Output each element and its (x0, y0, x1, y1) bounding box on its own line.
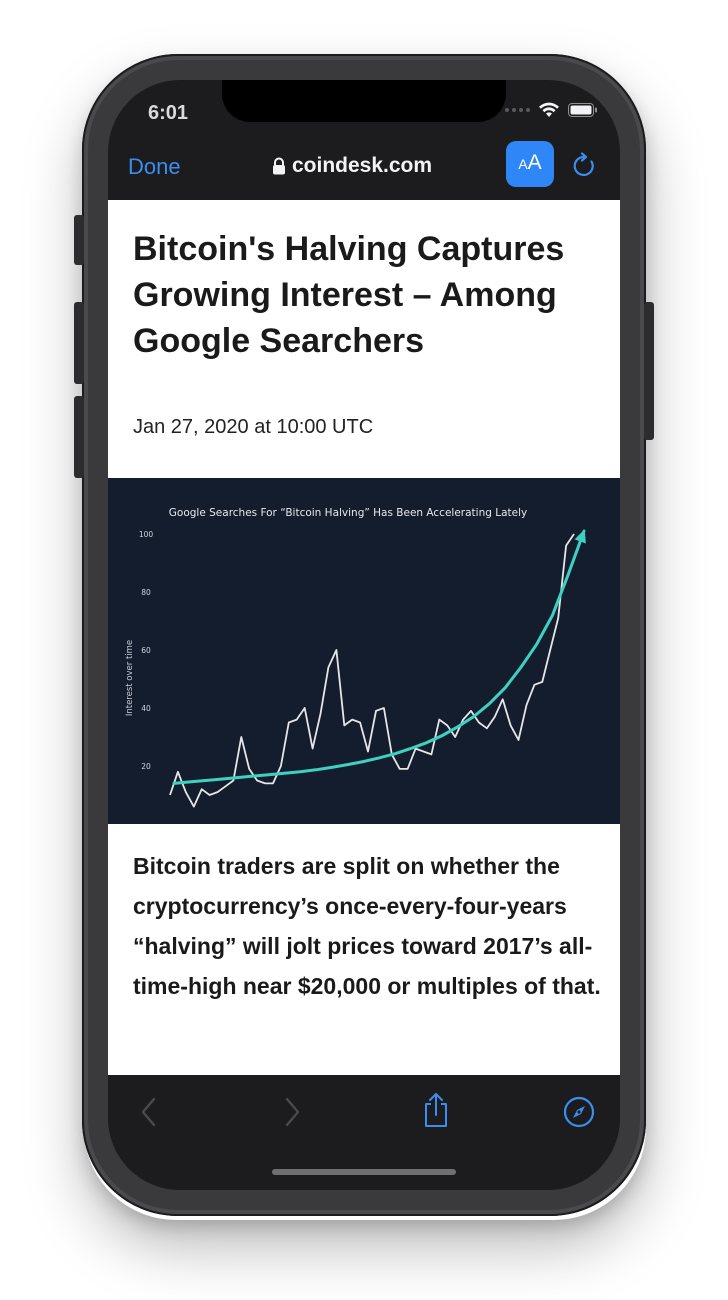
article-lead: Bitcoin traders are split on whether the… (133, 853, 601, 999)
battery-icon (568, 103, 598, 117)
reload-button[interactable] (570, 152, 598, 180)
done-button[interactable]: Done (128, 154, 181, 179)
chevron-right-icon (280, 1097, 304, 1132)
forward-button[interactable] (280, 1095, 304, 1132)
signal-icon (505, 108, 530, 112)
text-size-large-label: A (527, 151, 542, 174)
url-text: coindesk.com (292, 154, 433, 177)
chart-trend-arrowhead (574, 529, 586, 544)
chart-y-axis-label: Interest over time (125, 640, 135, 716)
status-time: 6:01 (148, 102, 189, 124)
chart-y-tick-label: 80 (141, 588, 151, 597)
article-content: Bitcoin's Halving Captures Growing Inter… (108, 200, 620, 1075)
power-button (644, 302, 654, 440)
volume-up-button (74, 302, 84, 384)
article-headline: Bitcoin's Halving Captures Growing Inter… (133, 230, 565, 360)
text-size-small-label: A (518, 156, 528, 172)
volume-down-button (74, 396, 84, 478)
screen: 6:01 Done (108, 80, 620, 1190)
chart-y-tick-label: 100 (139, 530, 154, 539)
home-indicator (272, 1169, 456, 1175)
back-button[interactable] (138, 1095, 162, 1132)
share-button[interactable] (420, 1091, 452, 1132)
browser-toolbar (108, 1075, 620, 1190)
status-icons (505, 102, 598, 118)
compass-icon (562, 1096, 596, 1132)
mute-switch (74, 215, 84, 265)
chart-y-tick-label: 60 (141, 646, 151, 655)
chart-trend-line (172, 529, 586, 785)
share-icon (420, 1093, 452, 1132)
search-interest-chart: Google Searches For “Bitcoin Halving” Ha… (108, 478, 620, 824)
address-bar[interactable]: coindesk.com (272, 154, 432, 178)
chart-y-ticks: 20 40 60 80 100 (139, 530, 154, 771)
bookmarks-compass-button[interactable] (562, 1095, 596, 1132)
chart-svg: Google Searches For “Bitcoin Halving” Ha… (125, 507, 586, 808)
chart-y-tick-label: 40 (141, 704, 151, 713)
chart-title: Google Searches For “Bitcoin Halving” Ha… (169, 507, 527, 519)
chevron-left-icon (138, 1097, 162, 1132)
wifi-icon (538, 102, 560, 118)
reload-icon (571, 152, 597, 183)
chart-search-line (169, 533, 575, 808)
chart-y-tick-label: 20 (141, 762, 151, 771)
article-date: Jan 27, 2020 at 10:00 UTC (133, 416, 374, 438)
lock-icon (272, 157, 286, 175)
notch (222, 80, 506, 122)
